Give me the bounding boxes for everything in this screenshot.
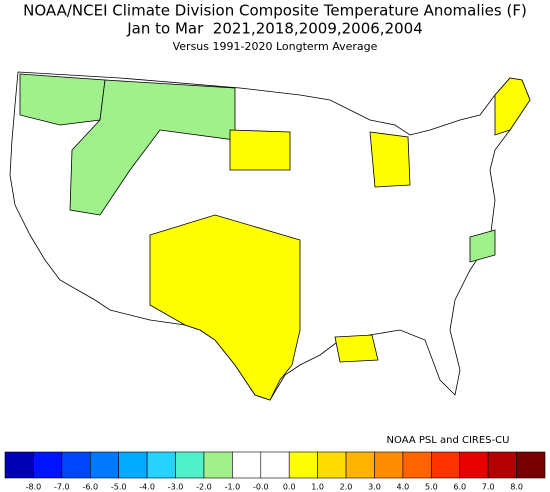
colorbar-tick-label: -4.0	[139, 483, 155, 492]
colorbar-tick-label: 0.0	[283, 483, 296, 492]
colorbar-tick-label: 2.0	[340, 483, 353, 492]
colorbar-tick-label: -8.0	[26, 483, 42, 492]
colorbar-tick-label: 5.0	[425, 483, 438, 492]
colorbar-box	[175, 451, 205, 479]
colorbar-box	[33, 451, 63, 479]
colorbar-box	[89, 451, 119, 479]
colorbar-tick-label: 8.0	[510, 483, 523, 492]
region-maine	[494, 77, 531, 136]
colorbar-box	[118, 451, 148, 479]
colorbar-box	[516, 451, 546, 479]
colorbar-box	[146, 451, 176, 479]
colorbar-box	[61, 451, 91, 479]
colorbar-tick-label: -2.0	[196, 483, 212, 492]
colorbar-box	[345, 451, 375, 479]
colorbar-tick-label: 1.0	[311, 483, 324, 492]
colorbar-box	[431, 451, 461, 479]
colorbar-tick-label: -3.0	[168, 483, 184, 492]
region-dakotas	[229, 129, 291, 171]
colorbar-tick-label: -7.0	[54, 483, 70, 492]
region-texas-southwest	[149, 214, 301, 401]
colorbar-tick-label: -5.0	[111, 483, 127, 492]
colorbar-box	[317, 451, 347, 479]
colorbar-box	[203, 451, 233, 479]
colorbar-box	[260, 451, 290, 479]
colorbar-box	[288, 451, 318, 479]
colorbar-tick-label: 6.0	[453, 483, 466, 492]
colorbar-box	[374, 451, 404, 479]
colorbar-tick-label: -0.0	[253, 483, 269, 492]
colorbar-box	[459, 451, 489, 479]
us-map	[9, 71, 531, 401]
colorbar-tick-label: -1.0	[225, 483, 241, 492]
subtitle: Jan to Mar 2021,2018,2009,2006,2004	[126, 20, 423, 38]
baseline-note: Versus 1991-2020 Longterm Average	[173, 40, 378, 53]
region-north-carolina	[469, 229, 496, 263]
region-idaho-montana	[69, 79, 236, 216]
colorbar-box	[232, 451, 262, 479]
colorbar-tick-label: 4.0	[397, 483, 410, 492]
colorbar-tick-label: -6.0	[82, 483, 98, 492]
colorbar-box	[4, 451, 34, 479]
colorbar-box	[402, 451, 432, 479]
region-michigan	[369, 131, 411, 188]
colorbar: -8.0 -7.0 -6.0 -5.0 -4.0 -3.0 -2.0 -1.0 -0.0 0.0 1…	[4, 451, 546, 492]
colorbar-tick-label: 7.0	[482, 483, 495, 492]
region-washington	[19, 73, 106, 126]
region-louisiana	[334, 334, 379, 363]
colorbar-tick-label: 3.0	[368, 483, 381, 492]
credit: NOAA PSL and CIRES-CU	[387, 435, 510, 446]
title: NOAA/NCEI Climate Division Composite Tem…	[23, 2, 527, 20]
colorbar-box	[487, 451, 517, 479]
